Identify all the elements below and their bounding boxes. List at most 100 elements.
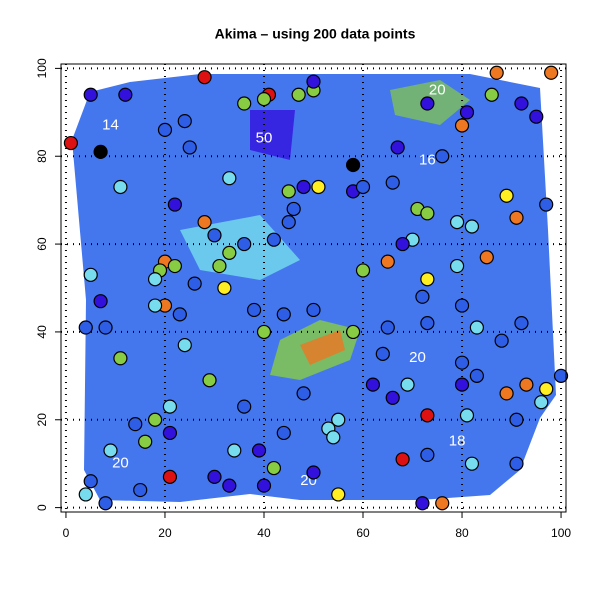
point [331,412,346,427]
point [227,443,242,458]
point [103,443,118,458]
point [256,478,272,493]
point [400,377,415,392]
point [83,87,98,102]
point [98,496,113,511]
point [276,307,291,322]
point [207,469,222,484]
contour-label: 50 [256,130,273,147]
point [133,482,148,498]
point [355,263,371,278]
point [187,276,202,291]
point [489,65,504,80]
point [237,236,252,252]
point [395,452,410,467]
point [514,96,529,111]
contour-label: 16 [419,152,436,169]
point [469,368,484,383]
point [311,179,326,195]
point [420,408,435,423]
x-tick-label: 60 [356,526,370,540]
point [365,377,381,392]
y-tick-label: 0 [35,504,49,511]
x-tick-label: 40 [257,526,271,540]
point [266,460,281,476]
x-tick-label: 80 [455,526,469,540]
x-tick-label: 100 [551,526,571,540]
point [291,87,306,102]
point [202,373,217,388]
chart-title: Akima – using 200 data points [215,26,416,42]
point [162,425,178,441]
point [167,197,182,212]
y-tick-label: 60 [35,237,49,251]
point [519,377,534,392]
point [266,232,281,247]
point [167,258,182,274]
point [306,465,321,480]
point [553,368,569,383]
point [464,219,480,234]
point [147,272,163,287]
point [177,337,192,353]
point [296,179,311,195]
point [256,92,272,107]
point [78,320,93,335]
x-tick-label: 0 [63,526,70,540]
y-tick-label: 100 [35,58,49,78]
point [420,316,435,331]
point [509,456,524,471]
point [222,171,237,186]
point [469,320,484,335]
point [385,390,400,405]
point [454,355,470,370]
point [420,96,435,111]
point [157,122,173,137]
point [306,74,321,89]
point [222,245,237,260]
x-tick-label: 20 [158,526,172,540]
contour-label: 18 [449,433,466,450]
point [459,408,475,423]
point [435,496,450,511]
point [514,316,529,331]
point [454,377,470,392]
point [390,140,405,155]
contour-label: 20 [112,455,129,472]
point [435,149,450,164]
point [177,113,192,129]
point [380,254,395,269]
point [544,65,559,80]
point [494,333,509,348]
y-tick-label: 20 [35,413,49,427]
point [93,294,108,309]
field [72,74,556,502]
point [138,434,153,449]
point [380,320,395,335]
point [251,443,267,458]
point [281,215,296,230]
point [509,210,524,225]
point [281,184,296,199]
point [256,324,272,340]
point [509,412,524,427]
point [420,206,435,221]
y-tick-label: 80 [35,149,49,163]
point [182,140,197,155]
point [529,109,544,124]
point [499,188,514,203]
point [479,250,494,265]
point [197,70,212,85]
point [197,215,212,230]
point [415,496,430,511]
point [484,87,499,102]
point [83,474,98,489]
point [306,302,321,318]
point [276,425,291,441]
point [296,386,311,401]
point [207,228,222,243]
point [454,118,470,133]
point [454,298,470,313]
point [395,236,410,252]
